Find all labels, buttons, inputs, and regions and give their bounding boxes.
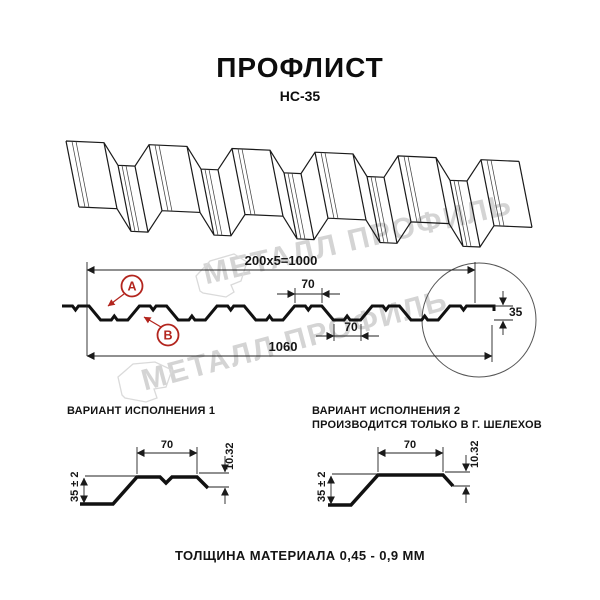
- variant1-dim-width: 70: [161, 439, 173, 451]
- variant2-heading-line2: ПРОИЗВОДИТСЯ ТОЛЬКО В Г. ШЕЛЕХОВ: [312, 419, 542, 431]
- callout-b: В: [143, 316, 180, 347]
- brand-logo-watermark: [117, 361, 173, 403]
- callout-a: А: [107, 274, 144, 307]
- variant2-heading-line1: ВАРИАНТ ИСПОЛНЕНИЯ 2: [312, 405, 461, 417]
- variant2-heading: ВАРИАНТ ИСПОЛНЕНИЯ 2 ПРОИЗВОДИТСЯ ТОЛЬКО…: [312, 404, 542, 432]
- variant1-heading: ВАРИАНТ ИСПОЛНЕНИЯ 1: [67, 405, 216, 417]
- variant2-profile-outline: [328, 473, 455, 507]
- variant2-dim-lip: 10.32: [469, 440, 481, 468]
- dim-overall-width: 1060: [269, 339, 298, 354]
- profile-3d-view: [65, 140, 533, 248]
- dim-bottom-flange: 70: [344, 320, 358, 334]
- dim-top-flange: 70: [301, 277, 315, 291]
- profile-cross-section-outline: [62, 304, 496, 322]
- variant1-dim-height: 35 ± 2: [69, 471, 81, 502]
- page-title: ПРОФЛИСТ: [216, 52, 384, 83]
- dim-profile-height: 35: [509, 305, 523, 319]
- variant1-dim-lip: 10.32: [224, 442, 236, 470]
- brand-logo-watermark: [195, 253, 248, 298]
- dimension-lines: [86, 262, 513, 362]
- variant1-profile-outline: [80, 475, 210, 506]
- dim-total-modules: 200x5=1000: [245, 253, 318, 268]
- sheet3d-outline: [65, 140, 533, 248]
- callout-a-label: А: [127, 280, 136, 294]
- callout-b-label: В: [163, 329, 172, 343]
- variant2-dimension-lines: [327, 447, 470, 505]
- variant2-dim-width: 70: [404, 439, 416, 451]
- profile-model-label: НС-35: [279, 88, 321, 104]
- variant1-dimension-lines: [80, 447, 229, 504]
- sheet3d-groove-lines: [71, 141, 505, 247]
- material-thickness-note: ТОЛЩИНА МАТЕРИАЛА 0,45 - 0,9 ММ: [175, 548, 425, 563]
- variant2-dim-height: 35 ± 2: [316, 471, 328, 502]
